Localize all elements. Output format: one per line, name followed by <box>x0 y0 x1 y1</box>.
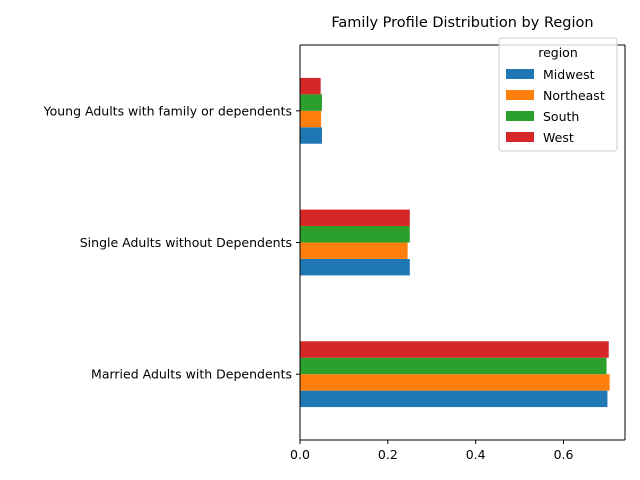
legend-label-northeast: Northeast <box>543 88 605 103</box>
bar-midwest-0 <box>300 390 608 408</box>
legend-swatch-midwest <box>506 69 534 79</box>
legend-swatch-northeast <box>506 90 534 100</box>
x-tick-label: 0.6 <box>554 447 574 462</box>
bar-west-1 <box>300 209 410 227</box>
y-tick-label: Young Adults with family or dependents <box>43 103 292 118</box>
bar-northeast-2 <box>300 110 322 128</box>
legend-swatch-west <box>506 132 534 142</box>
legend-frame <box>498 37 618 152</box>
bars-group <box>300 77 610 408</box>
legend: region Midwest Northeast South West <box>498 37 618 152</box>
bar-south-2 <box>300 94 322 111</box>
bar-south-0 <box>300 357 607 375</box>
bar-west-2 <box>300 77 321 95</box>
x-tick-label: 0.2 <box>378 447 398 462</box>
x-tick-label: 0.0 <box>290 447 310 462</box>
bar-northeast-1 <box>300 242 408 259</box>
bar-northeast-0 <box>300 374 610 391</box>
bar-south-1 <box>300 226 410 243</box>
y-tick-label: Married Adults with Dependents <box>91 367 292 382</box>
y-tick-label: Single Adults without Dependents <box>80 235 292 250</box>
chart-title: Family Profile Distribution by Region <box>331 15 593 31</box>
bar-west-0 <box>300 341 609 358</box>
legend-label-west: West <box>543 130 574 145</box>
legend-title: region <box>538 45 578 60</box>
legend-label-south: South <box>543 109 579 124</box>
bar-midwest-1 <box>300 258 410 276</box>
bar-midwest-2 <box>300 127 322 144</box>
x-tick-label: 0.4 <box>466 447 486 462</box>
legend-swatch-south <box>506 111 534 121</box>
legend-label-midwest: Midwest <box>543 67 595 82</box>
